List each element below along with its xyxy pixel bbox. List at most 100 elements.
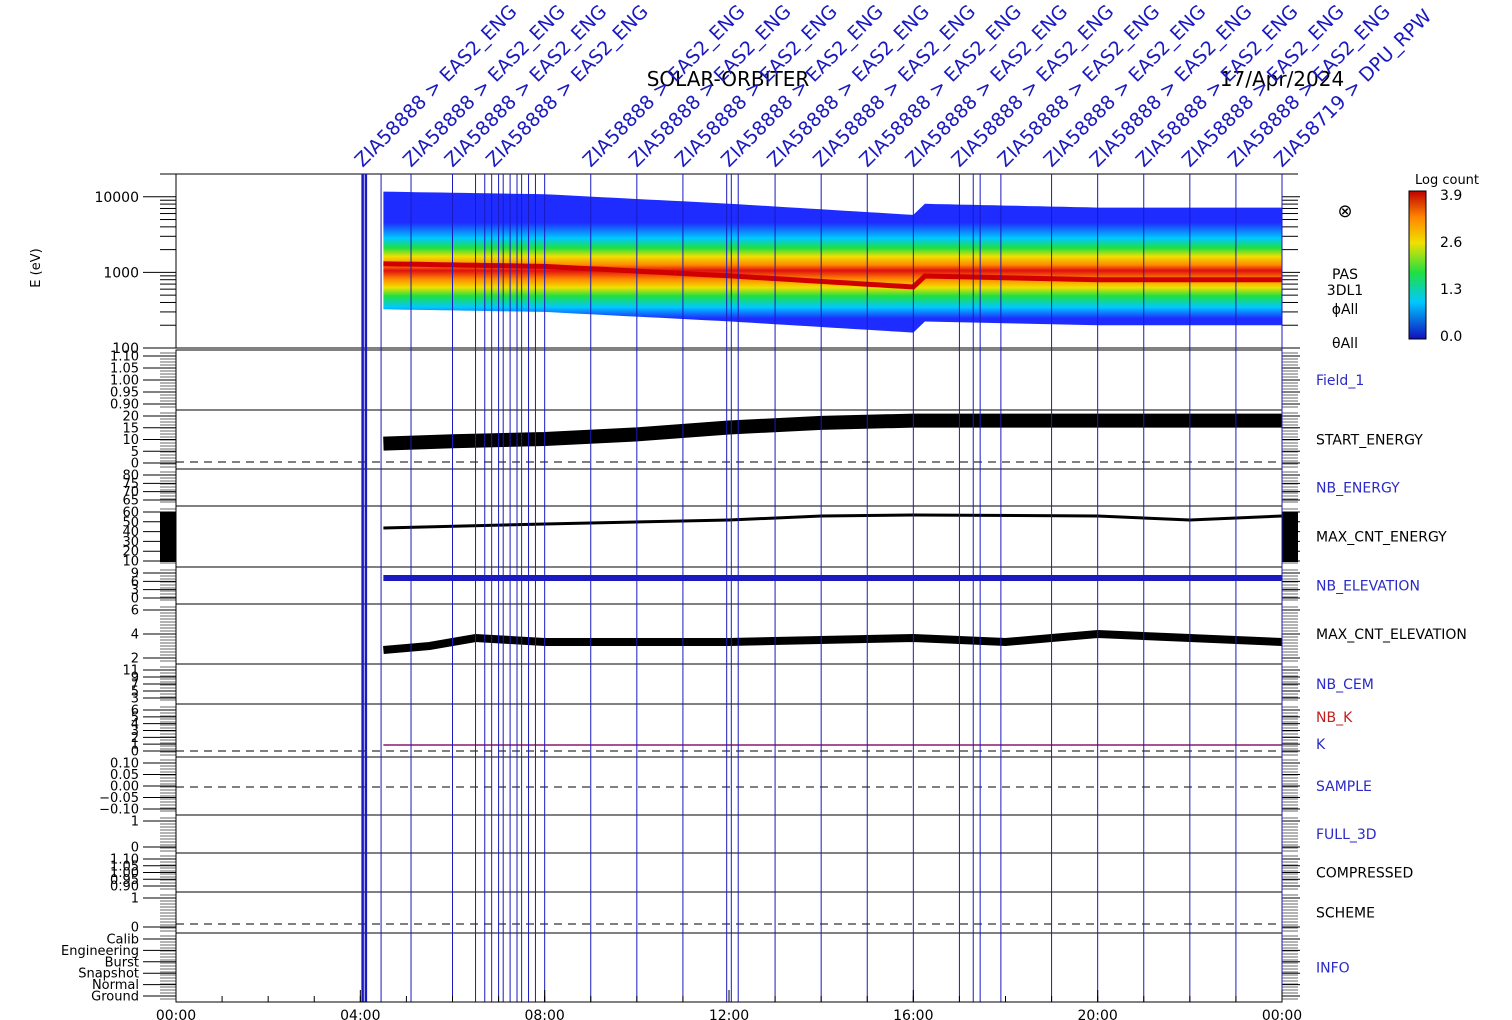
- peak-energy-line: [383, 261, 1282, 290]
- mission-title: SOLAR-ORBITER: [647, 67, 810, 91]
- panel-tick-label: 75: [122, 477, 139, 492]
- panel-tick-label: 4: [131, 717, 139, 732]
- panel-tick-label: 0: [131, 592, 139, 607]
- x-tick-label: 04:00: [340, 1008, 380, 1020]
- panel-tick-label: 4: [131, 628, 139, 643]
- spectrogram-ylabel: E (eV): [29, 248, 44, 287]
- x-tick-label: 00:00: [1262, 1008, 1302, 1020]
- panel-name-label: SCHEME: [1316, 906, 1375, 922]
- housekeeping-panels: 1.101.051.000.950.90Field_120151050START…: [61, 349, 1467, 1005]
- colorbar-tick-label: 1.3: [1440, 282, 1462, 298]
- panel-name-label: FULL_3D: [1316, 827, 1377, 843]
- panel-tick-label: 9: [131, 567, 139, 582]
- colorbar-tick-label: 3.9: [1440, 188, 1462, 204]
- panel-tick-label: 15: [122, 421, 139, 436]
- spectrogram-side-label: θAll: [1332, 336, 1358, 352]
- start-energy-series: [383, 413, 1282, 451]
- colorbar-label: Log count: [1415, 173, 1479, 188]
- spectrogram-band: [383, 191, 1282, 333]
- colorbar-ticks: 3.9 2.6 1.3 0.0: [1440, 188, 1462, 345]
- panel-tick-label: 10: [122, 433, 139, 448]
- colorbar-tick-label: 2.6: [1440, 235, 1462, 251]
- panel-tick-label: 1.05: [110, 859, 139, 874]
- panel-tick-label: 5: [131, 685, 139, 700]
- xi-symbol: ⊗: [1337, 201, 1352, 222]
- panel-name-label: NB_ELEVATION: [1316, 579, 1420, 595]
- panel-tick-label: 6: [131, 575, 139, 590]
- panel-name-label: Field_1: [1316, 373, 1364, 389]
- panel-tick-label: 0.90: [110, 398, 139, 413]
- panel-tick-label: 1.10: [110, 350, 139, 365]
- panel-tick-label: 3: [131, 692, 139, 707]
- panel-tick-label: 9: [131, 671, 139, 686]
- panel-tick-label: 2: [131, 731, 139, 746]
- panel-tick-label: −0.05: [99, 791, 139, 806]
- panel-tick-label: 80: [122, 469, 139, 484]
- panel-scheme: 1 0 SCHEME: [131, 891, 1375, 936]
- panel-tick-label: 40: [122, 525, 139, 540]
- panel-info: CalibEngineeringBurstSnapshotNormalGroun…: [61, 932, 1350, 1005]
- x-tick-label: 00:00: [156, 1008, 196, 1020]
- event-lines: [361, 174, 1283, 1002]
- panel-tick-label: 6: [131, 604, 139, 619]
- panel-tick-label: Engineering: [61, 944, 139, 959]
- panel-tick-label: 1: [131, 738, 139, 753]
- panel-tick-label: 1: [131, 815, 139, 830]
- spectrogram-tick-label: 1000: [103, 265, 139, 281]
- panel-tick-label: 20: [122, 410, 139, 425]
- panel-tick-label: 30: [122, 535, 139, 550]
- spectrogram-side-label: PAS: [1332, 267, 1358, 283]
- panel-tick-label: 3: [131, 724, 139, 739]
- panel-tick-label: 0.00: [110, 780, 139, 795]
- panel-name-label: NB_ENERGY: [1316, 481, 1400, 497]
- panel-name-label: COMPRESSED: [1316, 866, 1413, 882]
- panel-tick-label: 1: [131, 892, 139, 907]
- panel-tick-label: 20: [122, 545, 139, 560]
- panel-tick-label: 0.95: [110, 873, 139, 888]
- panel-extra-label: K: [1316, 737, 1326, 753]
- colorbar: Log count 3.9 2.6 1.3 0.0: [1408, 173, 1479, 345]
- panel-tick-label: 0.95: [110, 386, 139, 401]
- panel-tick-label: 0.05: [110, 768, 139, 783]
- panel-tick-label: 0: [131, 841, 139, 856]
- panel-tick-label: 3: [131, 583, 139, 598]
- panel-tick-label: Ground: [91, 990, 139, 1005]
- x-tick-label: 20:00: [1077, 1008, 1117, 1020]
- panel-tick-label: 11: [122, 664, 139, 679]
- panel-tick-label: 2: [131, 652, 139, 667]
- colorbar-tick-label: 0.0: [1440, 329, 1462, 345]
- panel-tick-label: Calib: [106, 933, 139, 948]
- panel-tick-label: 1.05: [110, 362, 139, 377]
- panel-tick-label: 60: [122, 506, 139, 521]
- panel-tick-label: Snapshot: [78, 967, 139, 982]
- spectrogram-tick-label: 10000: [94, 190, 139, 206]
- panel-name-label: START_ENERGY: [1316, 433, 1423, 449]
- x-tick-label: 16:00: [893, 1008, 933, 1020]
- panel-name-label: NB_K: [1316, 710, 1353, 726]
- panel-tick-label: 1.00: [110, 866, 139, 881]
- panel-name-label: INFO: [1316, 961, 1350, 977]
- panel-tick-label: 1.10: [110, 853, 139, 868]
- event-label: ZIA58888 > EAS2_ENG: [440, 1, 611, 172]
- panel-name-label: MAX_CNT_ELEVATION: [1316, 627, 1467, 643]
- panel-tick-label: −0.10: [99, 803, 139, 818]
- panel-tick-label: Burst: [105, 955, 139, 970]
- time-axis: 00:00 04:00 08:00 12:00 16:00 20:00 00:00: [156, 990, 1302, 1020]
- panel-tick-label: 0.10: [110, 757, 139, 772]
- max-cnt-energy-series: [383, 513, 1283, 530]
- panel-tick-label: 0: [131, 921, 139, 936]
- panel-tick-label: 0: [131, 745, 139, 760]
- spectrogram-side-label: ϕAll: [1332, 302, 1359, 318]
- spectrogram-tick-label: 100: [112, 341, 139, 357]
- panel-tick-label: Normal: [92, 978, 139, 993]
- x-tick-label: 12:00: [709, 1008, 749, 1020]
- panel-tick-label: 50: [122, 515, 139, 530]
- plot-date: 17/Apr/2024: [1220, 67, 1344, 91]
